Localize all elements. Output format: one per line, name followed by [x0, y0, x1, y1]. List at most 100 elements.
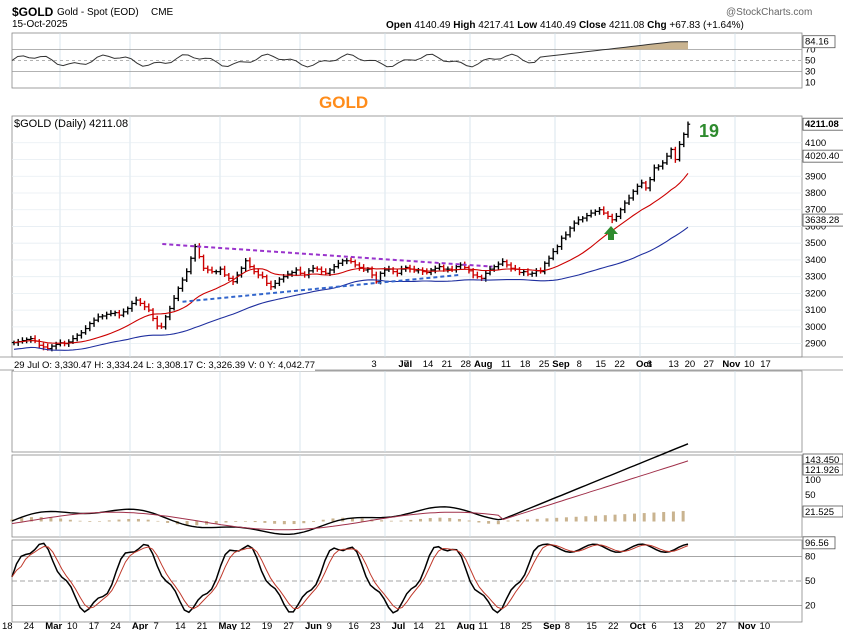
price-bar [513, 264, 518, 272]
macd-histogram-bar [633, 513, 637, 522]
macd-histogram-bar [584, 516, 588, 522]
macd-histogram-bar [496, 521, 500, 525]
macd-histogram-bar [477, 521, 481, 523]
price-bar [315, 266, 320, 272]
bottom-date-label: 18 [2, 621, 13, 630]
price-bar [576, 216, 581, 226]
bottom-date-label: 19 [262, 621, 273, 630]
bottom-date-label: 20 [695, 621, 706, 630]
macd-histogram-bar [136, 518, 140, 522]
price-bar [551, 248, 556, 261]
bottom-date-label: Mar [45, 621, 62, 630]
bottom-date-label: 8 [565, 621, 570, 630]
bottom-date-label: 21 [197, 621, 208, 630]
macd-histogram-bar [302, 521, 306, 524]
price-bar [319, 266, 324, 275]
price-bar [129, 300, 135, 312]
price-bar [542, 261, 547, 275]
price-tick-label: 2900 [805, 339, 826, 350]
price-bar [626, 194, 632, 206]
macd-histogram-bar [457, 518, 461, 522]
macd-histogram-bar [516, 519, 520, 522]
exchange-label: CME [151, 7, 174, 18]
macd-histogram-bar [331, 518, 335, 522]
macd-histogram-bar [428, 518, 432, 522]
macd-label: 121.926 [805, 465, 839, 476]
rsi-tick-label: 70 [805, 45, 816, 56]
last-value-box [802, 213, 843, 227]
price-bar [226, 272, 232, 282]
price-bar [218, 266, 223, 275]
price-bar [310, 264, 316, 273]
bottom-date-label: Oct [630, 621, 647, 630]
price-bar [601, 206, 606, 216]
price-bar [155, 315, 160, 330]
bottom-date-label: 10 [67, 621, 78, 630]
bottom-date-label: Jul [392, 621, 406, 630]
price-bar [437, 263, 442, 271]
macd-label: 100 [805, 475, 821, 486]
price-bar [496, 261, 501, 270]
price-bar [176, 286, 181, 302]
bottom-date-label: 21 [435, 621, 446, 630]
macd-histogram-bar [506, 520, 510, 522]
price-bar [639, 179, 644, 189]
date-tick-label: 7 [404, 359, 409, 370]
price-bar [353, 259, 358, 268]
macd-histogram-bar [195, 521, 199, 526]
price-bar [652, 164, 657, 182]
price-bar [475, 271, 480, 279]
low-label: Low [517, 20, 538, 31]
price-bar [395, 268, 400, 277]
date-tick-label: 15 [596, 359, 607, 370]
date-tick-label: 28 [461, 359, 472, 370]
price-bar [205, 265, 210, 274]
price-bar [117, 309, 122, 319]
bottom-date-label: Nov [738, 621, 757, 630]
instrument-name: Gold - Spot (EOD) [57, 7, 139, 18]
price-bar [336, 259, 341, 269]
price-bar [609, 213, 615, 224]
macd-histogram-bar [564, 517, 568, 522]
date-tick-label: Aug [474, 359, 493, 370]
macd-label: 50 [805, 490, 816, 501]
rsi-overbought-fill [540, 41, 688, 50]
price-bar [399, 265, 404, 276]
macd-histogram-bar [350, 517, 354, 522]
macd-histogram-bar [20, 518, 24, 522]
price-bar [660, 160, 665, 170]
open-value: 4140.49 [414, 20, 451, 31]
macd-histogram-bar [671, 511, 675, 522]
macd-histogram-bar [535, 518, 539, 522]
macd-histogram-bar [652, 512, 656, 522]
date-tick-label: Nov [722, 359, 741, 370]
macd-histogram-bar [234, 521, 238, 522]
macd-histogram-bar [681, 510, 685, 522]
bottom-date-label: 27 [716, 621, 727, 630]
macd-label: 143.450 [805, 455, 839, 466]
bottom-date-label: Sep [543, 621, 561, 630]
price-bar [28, 335, 34, 343]
price-bar [251, 264, 257, 275]
price-tick-label: 3300 [805, 272, 826, 283]
macd-histogram-bar [263, 521, 267, 523]
macd-label: 21.525 [805, 507, 834, 518]
macd-histogram-bar [253, 521, 257, 523]
price-bar [458, 262, 463, 270]
price-bar [454, 264, 459, 273]
price-bar [74, 333, 80, 342]
price-bar [534, 268, 539, 277]
price-bar [559, 235, 564, 250]
macd-histogram-bar [156, 520, 160, 522]
price-bar [572, 220, 577, 232]
price-bar [163, 314, 168, 330]
price-bar [209, 266, 215, 274]
price-bar [555, 244, 560, 255]
bottom-date-label: 25 [521, 621, 532, 630]
bottom-date-label: 14 [413, 621, 424, 630]
price-bar [504, 259, 510, 268]
price-bar [344, 258, 349, 265]
bottom-date-label: 13 [673, 621, 684, 630]
price-bar [222, 265, 227, 278]
price-tick-label: 3500 [805, 238, 826, 249]
